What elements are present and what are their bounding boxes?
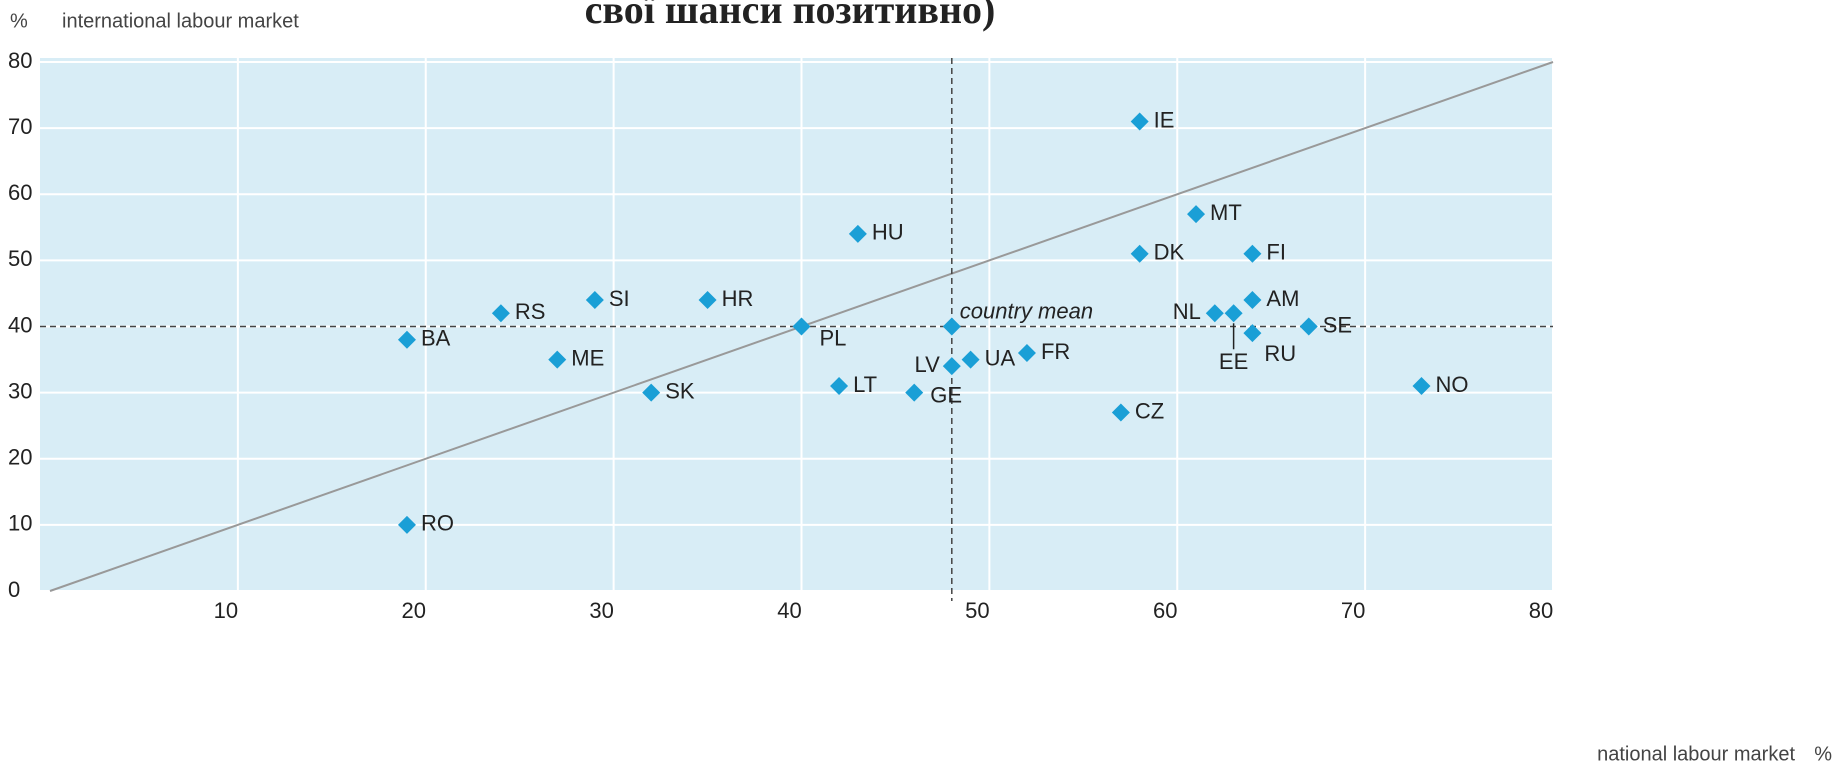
y-tick-label: 30 <box>8 378 32 403</box>
point-label: GE <box>930 382 962 407</box>
point <box>1243 324 1262 343</box>
point <box>1187 205 1206 224</box>
point-label: FR <box>1041 339 1070 364</box>
point <box>698 291 717 310</box>
point-label: SE <box>1323 312 1352 337</box>
point-label: FI <box>1266 240 1286 265</box>
point-label: NL <box>1173 299 1201 324</box>
chart-title: свої шанси позитивно) <box>585 0 996 32</box>
point-label: PL <box>820 325 847 350</box>
point <box>830 377 849 396</box>
x-unit: % <box>1814 743 1832 765</box>
point <box>1224 304 1243 323</box>
x-tick-label: 30 <box>589 598 613 623</box>
point <box>1412 377 1431 396</box>
point-label: IE <box>1154 107 1175 132</box>
point-label: DK <box>1154 240 1185 265</box>
point <box>961 350 980 369</box>
point <box>1205 304 1224 323</box>
y-tick-label: 70 <box>8 114 32 139</box>
point <box>905 383 924 402</box>
y-tick-label: 40 <box>8 312 32 337</box>
point-label: SI <box>609 286 630 311</box>
point-label: NO <box>1435 372 1468 397</box>
point <box>397 515 416 534</box>
x-tick-label: 40 <box>777 598 801 623</box>
point <box>848 224 867 243</box>
point <box>792 317 811 336</box>
point-label: CZ <box>1135 398 1164 423</box>
point-label: RU <box>1264 341 1296 366</box>
y-unit: % <box>10 10 28 32</box>
x-tick-label: 70 <box>1341 598 1365 623</box>
y-tick-label: 50 <box>8 246 32 271</box>
x-tick-label: 50 <box>965 598 989 623</box>
y-tick-label: 0 <box>8 577 20 602</box>
y-tick-label: 80 <box>8 48 32 73</box>
point <box>548 350 567 369</box>
point <box>942 357 961 376</box>
point <box>1243 291 1262 310</box>
point-label: LT <box>853 372 877 397</box>
point <box>642 383 661 402</box>
y-axis-label: international labour market <box>62 10 299 32</box>
y-tick-label: 10 <box>8 511 32 536</box>
point <box>491 304 510 323</box>
point-label: UA <box>985 345 1016 370</box>
point <box>1111 403 1130 422</box>
point <box>1130 244 1149 263</box>
point <box>1130 112 1149 131</box>
mean-label: country mean <box>960 298 1093 323</box>
point-label: BA <box>421 326 451 351</box>
point-label: RS <box>515 299 546 324</box>
mean-point <box>942 317 961 336</box>
x-tick-label: 60 <box>1153 598 1177 623</box>
x-tick-label: 20 <box>402 598 426 623</box>
point-label: HR <box>722 286 754 311</box>
point-label: ME <box>571 345 604 370</box>
x-axis-label: national labour market <box>1597 743 1795 765</box>
point <box>1017 343 1036 362</box>
point-label: EE <box>1219 349 1248 374</box>
point <box>397 330 416 349</box>
y-tick-label: 20 <box>8 445 32 470</box>
point-label: RO <box>421 511 454 536</box>
x-tick-label: 80 <box>1529 598 1553 623</box>
point <box>1243 244 1262 263</box>
y-tick-label: 60 <box>8 180 32 205</box>
point-label: LV <box>915 352 941 377</box>
point <box>1299 317 1318 336</box>
x-tick-label: 10 <box>214 598 238 623</box>
point-label: MT <box>1210 200 1242 225</box>
point <box>585 291 604 310</box>
point-label: AM <box>1266 286 1299 311</box>
point-label: SK <box>665 378 695 403</box>
point-label: HU <box>872 220 904 245</box>
